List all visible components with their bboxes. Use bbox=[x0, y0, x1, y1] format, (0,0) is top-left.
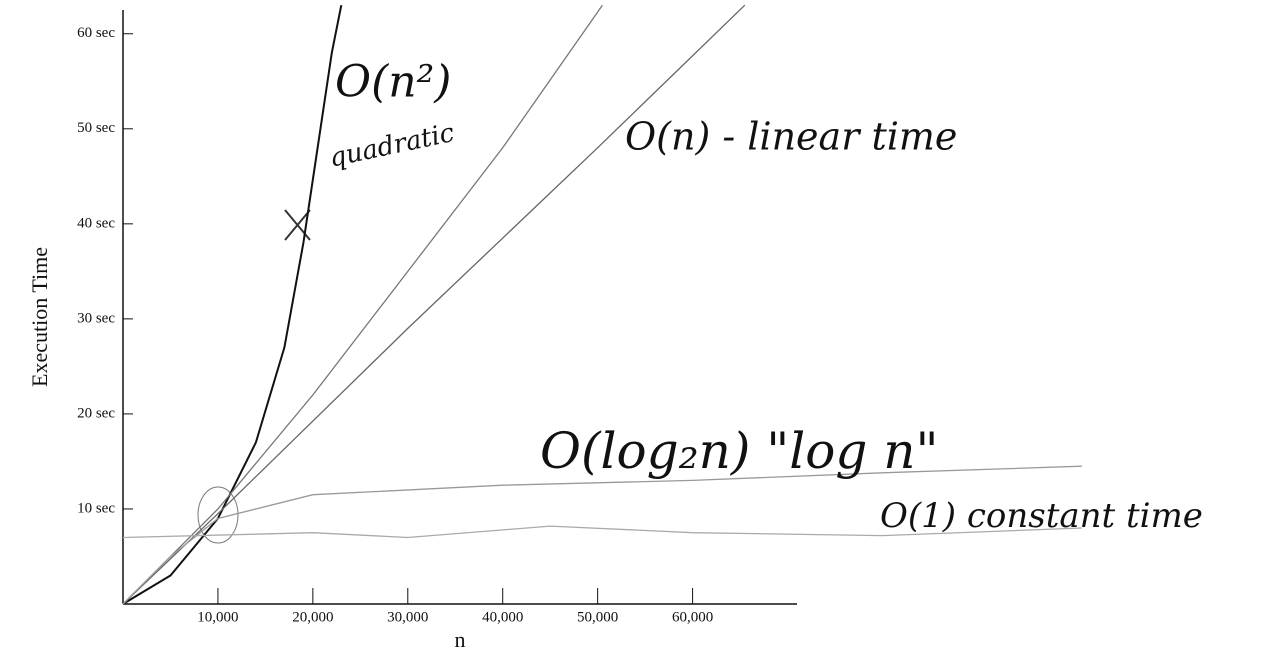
x-tick-label: 10,000 bbox=[197, 609, 238, 625]
annotation: quadratic bbox=[327, 118, 458, 174]
y-tick-label: 50 sec bbox=[77, 120, 115, 136]
x-tick-label: 60,000 bbox=[672, 609, 713, 625]
y-tick-label: 20 sec bbox=[77, 405, 115, 421]
series-line bbox=[123, 5, 341, 604]
annotation: O(n²) bbox=[335, 57, 451, 108]
annotation: O(n) - linear time bbox=[625, 115, 957, 159]
y-tick-label: 40 sec bbox=[77, 215, 115, 231]
x-axis-label: n bbox=[455, 627, 466, 652]
x-tick-label: 50,000 bbox=[577, 609, 618, 625]
chart: Execution Time n 10 sec 20 sec 30 sec 40 se… bbox=[0, 0, 1274, 655]
x-tick-label: 40,000 bbox=[482, 609, 523, 625]
y-tick-label: 10 sec bbox=[77, 500, 115, 516]
x-tick-label: 30,000 bbox=[387, 609, 428, 625]
x-tick-label: 20,000 bbox=[292, 609, 333, 625]
y-tick-label: 30 sec bbox=[77, 310, 115, 326]
annotation: O(1) constant time bbox=[880, 496, 1203, 536]
y-axis-label: Execution Time bbox=[27, 247, 52, 387]
annotation: O(log₂n) "log n" bbox=[540, 422, 938, 480]
y-tick-label: 60 sec bbox=[77, 25, 115, 41]
